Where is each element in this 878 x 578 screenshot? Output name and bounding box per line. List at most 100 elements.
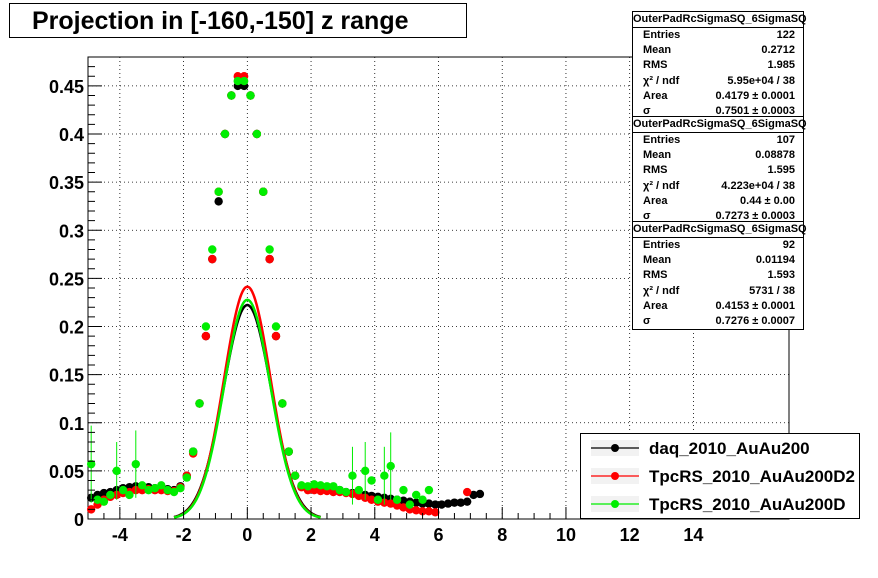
- y-axis: 0 0.05 0.1 0.15 0.2 0.25 0.3 0.35 0.4 0.45: [49, 56, 102, 530]
- stats-box-title: OuterPadRcSigmaSQ_6SigmaSQ: [633, 117, 807, 133]
- stats-row-area: Area 0.4153 ± 0.0001: [643, 299, 795, 312]
- data-point: [443, 499, 453, 508]
- stats-box-title: OuterPadRcSigmaSQ_6SigmaSQ: [633, 12, 807, 28]
- data-points: [86, 72, 485, 517]
- stats-row-rms: RMS 1.595: [643, 164, 795, 177]
- legend-label: TpcRS_2010_AuAu200D: [649, 495, 846, 514]
- y-tick-label: 0.45: [49, 77, 84, 97]
- data-point: [392, 495, 402, 504]
- chart-title: Projection in [-160,-150] z range: [32, 7, 409, 35]
- data-point: [386, 499, 395, 508]
- data-point: [348, 471, 357, 480]
- x-tick-label: 4: [370, 525, 380, 545]
- data-point: [329, 487, 338, 497]
- stats-row-area: Area 0.4179 ± 0.0001: [643, 89, 795, 102]
- data-point: [310, 480, 319, 489]
- stats-box-d: OuterPadRcSigmaSQ_6SigmaSQ Entries 92 Mea…: [632, 221, 807, 331]
- data-point: [469, 490, 478, 500]
- data-point: [361, 466, 370, 476]
- stats-row-mean: Mean 0.2712: [643, 44, 795, 57]
- data-point: [176, 484, 185, 493]
- data-point: [265, 254, 274, 264]
- data-point: [380, 471, 389, 480]
- data-point: [290, 471, 300, 480]
- data-point: [188, 447, 198, 456]
- data-point: [399, 496, 408, 505]
- stats-box-daq: OuterPadRcSigmaSQ_6SigmaSQ Entries 122 Me…: [632, 11, 807, 121]
- data-point: [303, 482, 313, 491]
- stats-row-rms: RMS 1.593: [643, 269, 795, 282]
- data-point: [297, 481, 306, 490]
- y-tick-label: 0.15: [49, 366, 84, 386]
- legend-item-d2: TpcRS_2010_AuAu200D2: [581, 464, 861, 490]
- x-tick-label: 2: [306, 525, 316, 545]
- legend-label: daq_2010_AuAu200: [649, 439, 810, 458]
- data-point: [424, 499, 434, 508]
- x-axis: -4 -2 0 2 4 6 8 10 12 14: [87, 507, 790, 545]
- x-tick-label: -2: [176, 525, 192, 545]
- data-point: [259, 187, 268, 196]
- y-tick-label: 0.35: [49, 173, 84, 193]
- data-point: [271, 322, 281, 331]
- data-point: [424, 507, 434, 516]
- y-tick-label: 0.25: [49, 269, 84, 289]
- stats-row-mean: Mean 0.08878: [643, 149, 795, 162]
- data-point: [144, 485, 153, 495]
- data-point: [431, 500, 440, 509]
- data-point: [169, 487, 179, 497]
- data-point: [475, 489, 485, 499]
- data-point: [411, 498, 421, 507]
- data-point: [341, 487, 351, 497]
- data-point: [195, 399, 204, 408]
- data-point: [310, 485, 319, 495]
- y-tick-label: 0.4: [59, 125, 84, 145]
- data-point: [373, 495, 383, 504]
- stats-row-rms: RMS 1.985: [643, 59, 795, 72]
- stats-row-mean: Mean 0.01194: [643, 254, 795, 267]
- stats-row-entries: Entries 122: [643, 29, 795, 41]
- data-point: [354, 485, 364, 495]
- data-point: [316, 486, 325, 496]
- data-point: [265, 245, 274, 254]
- data-point: [150, 484, 160, 493]
- title-box: Projection in [-160,-150] z range: [9, 3, 467, 38]
- data-point: [418, 507, 427, 516]
- data-point: [93, 495, 102, 504]
- data-point: [354, 491, 364, 501]
- data-point: [157, 481, 166, 490]
- stats-row-area: Area 0.44 ± 0.00: [643, 194, 795, 207]
- data-point: [99, 488, 109, 498]
- y-tick-label: 0.2: [59, 318, 84, 338]
- stats-box-title: OuterPadRcSigmaSQ_6SigmaSQ: [633, 222, 807, 238]
- data-point: [450, 498, 459, 507]
- y-tick-label: 0.3: [59, 221, 84, 241]
- data-point: [424, 485, 434, 495]
- data-point: [367, 495, 376, 504]
- data-point: [137, 481, 147, 490]
- data-point: [367, 476, 376, 485]
- stats-row-chi2: χ² / ndf 5.95e+04 / 38: [643, 74, 795, 87]
- data-point: [163, 485, 172, 495]
- data-point: [201, 331, 211, 341]
- data-point: [316, 481, 325, 490]
- data-point: [233, 76, 242, 86]
- legend-marker-icon: [591, 440, 639, 456]
- data-point: [437, 500, 446, 509]
- data-point: [252, 129, 262, 139]
- x-tick-label: 8: [497, 525, 507, 545]
- data-point: [201, 322, 211, 331]
- x-tick-label: 6: [433, 525, 443, 545]
- data-point: [392, 501, 402, 510]
- stats-row-chi2: χ² / ndf 4.223e+04 / 38: [643, 179, 795, 192]
- data-point: [335, 485, 344, 495]
- legend: daq_2010_AuAu200 TpcRS_2010_AuAu200D2 Tp…: [580, 433, 860, 519]
- stats-row-chi2: χ² / ndf 5731 / 38: [643, 284, 795, 297]
- data-point: [405, 500, 415, 509]
- data-point: [278, 399, 287, 408]
- data-point: [118, 485, 128, 495]
- data-point: [399, 503, 408, 512]
- data-point: [131, 459, 140, 469]
- data-point: [112, 466, 121, 476]
- y-tick-label: 0: [74, 510, 84, 530]
- data-point: [431, 508, 440, 517]
